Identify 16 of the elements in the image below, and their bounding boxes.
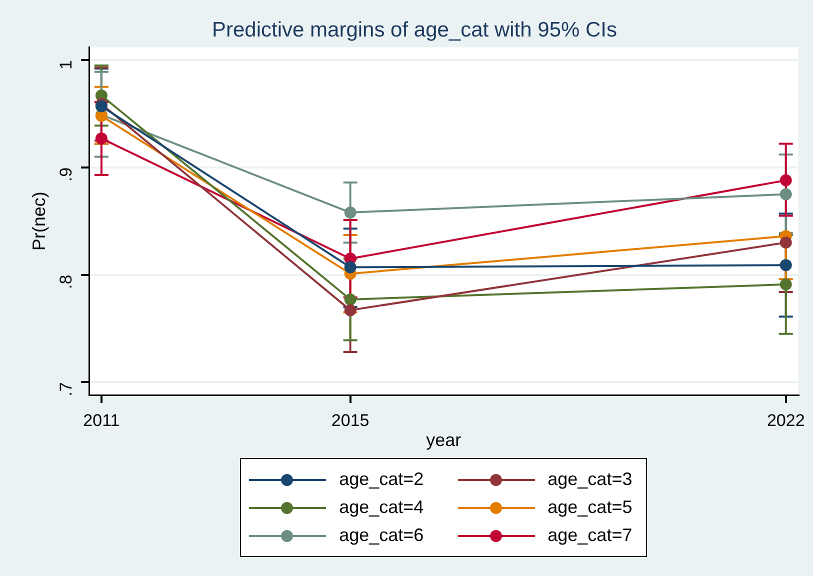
legend-label: age_cat=6 [339, 525, 424, 546]
y-axis-title: Pr(nec) [28, 192, 49, 251]
legend-label: age_cat=3 [548, 469, 632, 490]
y-tick-label: .8 [56, 274, 76, 289]
legend-label: age_cat=5 [548, 497, 632, 518]
y-tick-label: .9 [56, 167, 76, 182]
y-tick-label: 1 [56, 60, 76, 70]
x-axis-title: year [426, 430, 462, 450]
x-tick-label: 2022 [766, 410, 805, 430]
chart-title: Predictive margins of age_cat with 95% CIs [212, 18, 618, 42]
legend-label: age_cat=7 [548, 525, 632, 546]
x-tick-label: 2011 [83, 410, 120, 430]
legend-label: age_cat=4 [339, 497, 424, 518]
legend-label: age_cat=2 [339, 469, 424, 490]
y-tick-label: .7 [56, 382, 76, 396]
x-tick-label: 2015 [331, 410, 370, 430]
